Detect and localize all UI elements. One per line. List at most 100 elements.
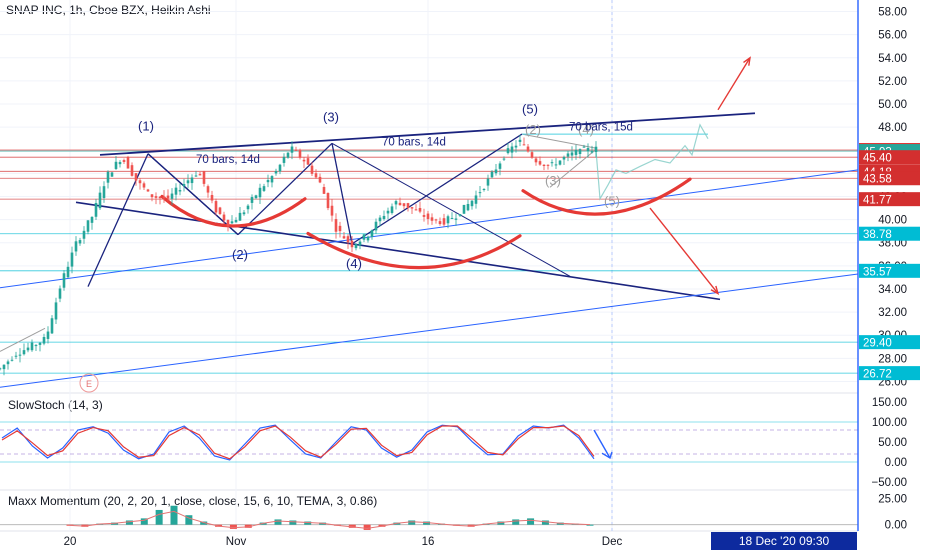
wave-label: (3) <box>323 109 339 124</box>
candle-body <box>50 318 54 334</box>
support-line <box>0 169 859 289</box>
candle-body <box>226 219 230 227</box>
candle-body <box>138 180 142 184</box>
candle-body <box>482 188 486 190</box>
candle-body <box>54 302 58 320</box>
candle-body <box>194 175 198 177</box>
candle-body <box>394 201 398 205</box>
candle-body <box>506 148 510 154</box>
candle-body <box>542 164 546 167</box>
price-tick-label: 28.00 <box>878 353 907 365</box>
candle-body <box>310 165 314 174</box>
candle-body <box>0 368 2 370</box>
wave-label: (4) <box>346 256 362 271</box>
candle-body <box>562 156 566 160</box>
candle-body <box>322 187 326 194</box>
candle-body <box>526 146 530 152</box>
price-level-label: 35.57 <box>863 266 892 278</box>
red-arc-2 <box>306 231 522 270</box>
candle-body <box>270 176 274 183</box>
down-arrow-head <box>710 285 720 296</box>
price-level-badge <box>859 150 920 165</box>
candle-body <box>346 236 350 243</box>
wave-label: (2) <box>525 122 541 137</box>
momentum-tick-label: 0.00 <box>885 520 907 532</box>
candle-body <box>122 160 126 162</box>
wave-line <box>237 142 333 236</box>
candle-body <box>198 174 202 176</box>
candle-body <box>498 163 502 169</box>
price-level-label: 41.77 <box>863 195 892 207</box>
candle-body <box>314 173 318 178</box>
candle-body <box>302 159 306 162</box>
chart-title: SNAP INC, 1h, Cboe BZX, Heikin Ashi <box>6 3 211 17</box>
wave-label: (3) <box>545 173 561 188</box>
candle-body <box>158 196 162 199</box>
time-tick-label: 20 <box>64 536 77 548</box>
range-annotation: 70 bars, 15d <box>569 122 633 134</box>
candle-body <box>378 217 382 222</box>
red-arc-3 <box>521 177 692 216</box>
candle-body <box>10 359 14 361</box>
candle-body <box>14 355 18 357</box>
candle-body <box>550 162 554 164</box>
candle-body <box>150 194 154 198</box>
candle-body <box>342 236 346 239</box>
candle-body <box>110 172 114 177</box>
candle-body <box>250 197 254 203</box>
candle-body <box>294 149 298 151</box>
price-level-badge <box>859 335 920 350</box>
momentum-bar <box>348 524 356 528</box>
candle-body <box>26 347 30 351</box>
candle-body <box>466 204 470 211</box>
price-level-label: 45.40 <box>863 153 892 165</box>
momentum-bar <box>274 519 282 525</box>
candle-body <box>362 234 366 240</box>
momentum-bar <box>304 521 312 525</box>
candle-body <box>514 145 518 148</box>
candle-body <box>274 171 278 174</box>
wave-line <box>549 149 596 188</box>
long-support-line <box>0 273 859 388</box>
price-level-label: 38.78 <box>863 229 892 241</box>
price-tick-label: 40.00 <box>878 215 907 227</box>
momentum-bar <box>527 518 535 525</box>
stoch-label: SlowStoch (14, 3) <box>8 398 103 412</box>
candle-body <box>34 345 38 347</box>
candle-body <box>318 176 322 183</box>
candle-body <box>430 217 434 221</box>
candle-body <box>6 361 10 365</box>
faded-line <box>0 327 46 352</box>
price-level-badge <box>859 192 920 207</box>
momentum-bar <box>185 515 193 525</box>
price-tick-label: 34.00 <box>878 284 907 296</box>
candle-body <box>538 161 542 165</box>
candle-body <box>70 252 74 267</box>
wave-line <box>331 142 571 277</box>
wave-line <box>331 143 353 245</box>
momentum-bar <box>229 524 237 529</box>
candle-body <box>374 221 378 231</box>
price-level-badge <box>859 171 920 186</box>
momentum-bar <box>408 520 416 525</box>
candle-body <box>446 216 450 224</box>
candle-body <box>46 331 50 339</box>
down-arrow <box>649 207 719 295</box>
candle-body <box>130 165 134 176</box>
candle-body <box>66 266 70 278</box>
candle-body <box>454 218 458 220</box>
price-tick-label: 38.00 <box>878 238 907 250</box>
candle-body <box>254 195 258 199</box>
candle-body <box>234 220 238 223</box>
candle-body <box>62 273 66 288</box>
candle-body <box>178 190 182 192</box>
candle-body <box>186 180 190 184</box>
price-level-badge <box>859 366 920 381</box>
momentum-bar <box>586 524 594 526</box>
candle-body <box>90 216 94 223</box>
stoch-series-line <box>1 425 595 460</box>
candle-body <box>106 171 110 183</box>
candle-body <box>554 164 558 166</box>
